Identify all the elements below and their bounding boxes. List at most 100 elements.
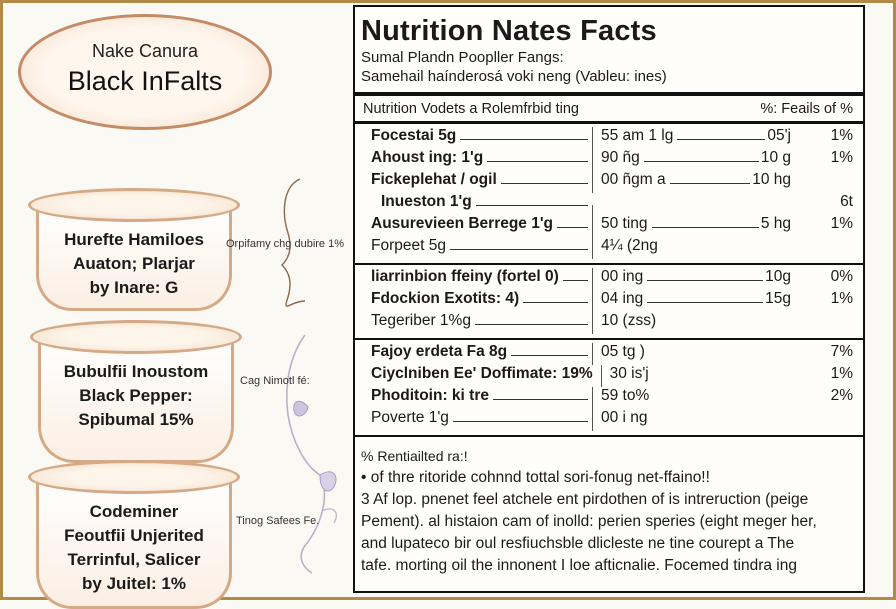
header-left: Nutrition Vodets a Rolemfrbid ting	[363, 101, 579, 117]
nutrient-name: Forpeet 5g	[371, 237, 446, 254]
footnotes: % Rentiailted ra:! • of thre ritoride co…	[355, 437, 863, 577]
leader-line	[449, 249, 588, 250]
bowl-body: Codeminer Feoutfii Unjerited Terrinful, …	[36, 478, 232, 609]
bowl-line: Black Pepper:	[79, 386, 193, 405]
amount-leader	[649, 355, 789, 356]
panel-header: Nutrition Vodets a Rolemfrbid ting %: Fe…	[355, 96, 863, 121]
amount-mid: 05'j	[767, 127, 791, 144]
amount-leader	[677, 139, 766, 140]
amount-leader	[647, 280, 764, 281]
footnote-line: • of thre ritoride cohnnd tottal sori-fo…	[361, 469, 710, 486]
nutrient-row: Fickeplehat / ogil 00 ñgm a 10 hg	[355, 171, 863, 193]
footnote-line: tafe. morting oil the innonent I loe aft…	[361, 557, 797, 574]
nutrient-name: liarrinbion ffeiny (fortel 0)	[371, 268, 559, 285]
amount-cell: 10 (zss)	[592, 312, 791, 334]
panel-title: Nutrition Nates Facts	[361, 15, 657, 47]
amount-leader	[653, 377, 791, 378]
amount-cell: 4¼ (2ng	[592, 237, 791, 259]
oval-line-1: Nake Canura	[91, 41, 199, 61]
connector-decoration	[281, 178, 337, 574]
nutrient-row: Tegeriber 1%g 10 (zss)	[355, 312, 863, 334]
mid-rule	[355, 121, 863, 124]
nutrient-name: Fickeplehat / ogil	[371, 171, 497, 188]
panel-subtitle-1: Sumal Plandn Poopller Fangs:	[361, 49, 564, 66]
leader-line	[500, 183, 588, 184]
amount-value: 55 am 1 lg	[601, 127, 674, 144]
daily-value-percent: 1%	[830, 365, 853, 382]
amount-mid: 5 hg	[760, 215, 791, 232]
nutrient-name: Focestai 5g	[371, 127, 457, 144]
footnote-line: Pement). al histaion cam of inolld: peri…	[361, 513, 817, 530]
amount-value: 10 (zss)	[601, 312, 657, 329]
leader-line	[562, 280, 588, 281]
bowl-line: Feoutfii Unjerited	[64, 526, 204, 545]
nutrient-row: Fajoy erdeta Fa 8g 05 tg ) 7%	[355, 343, 863, 365]
nutrient-name: Fdockion Exotits: 4)	[371, 290, 520, 307]
amount-cell: 59 to%	[592, 387, 791, 409]
side-label-3: Tinog Safees Fe.	[236, 515, 320, 527]
amount-value: 59 to%	[601, 387, 650, 404]
amount-mid: 10g	[765, 268, 791, 285]
amount-value: 00 ñgm a	[601, 171, 666, 188]
amount-cell: 00 ñgm a 10 hg	[592, 171, 791, 193]
bowl-2: Bubulfii Inoustom Black Pepper: Spibumal…	[30, 320, 242, 463]
bowl-rim	[30, 320, 242, 354]
daily-value-percent: 1%	[830, 149, 853, 166]
thick-rule	[355, 92, 863, 96]
leader-line	[523, 302, 588, 303]
bowl-rim	[28, 188, 240, 222]
amount-cell: 30 is'j	[600, 365, 794, 387]
footnote-line: % Rentiailted ra:!	[361, 448, 468, 464]
amount-cell: 00 i ng	[592, 409, 791, 431]
nutrient-name: Fajoy erdeta Fa 8g	[371, 343, 508, 360]
bowl-line: by Inare: G	[89, 278, 179, 297]
nutrient-row: Ahoust ing: 1'g 90 ñg 10 g 1%	[355, 149, 863, 171]
nutrient-row: Ciyclniben Ee' Doffimate: 19% 30 is'j 1%	[355, 365, 863, 387]
nutrient-name: Tegeriber 1%g	[371, 312, 471, 329]
nutrient-group: Fajoy erdeta Fa 8g 05 tg ) 7% Ciyclniben Ee…	[355, 340, 863, 437]
bowl-line: Hurefte Hamiloes	[64, 230, 204, 249]
amount-value: 30 is'j	[609, 365, 649, 382]
bowl-rim	[28, 460, 240, 494]
amount-value: 4¼ (2ng	[601, 237, 658, 254]
leader-line	[492, 399, 588, 400]
amount-value: 04 ing	[601, 290, 644, 307]
nutrient-row: Poverte 1'g 00 i ng	[355, 409, 863, 431]
amount-value: 00 i ng	[601, 409, 648, 426]
oval-line-2: Black InFalts	[67, 66, 223, 96]
daily-value-percent: 1%	[830, 290, 853, 307]
leader-line	[474, 324, 588, 325]
amount-mid: 10 hg	[752, 171, 791, 188]
amount-cell: 90 ñg 10 g	[592, 149, 791, 171]
amount-mid: 15g	[765, 290, 791, 307]
amount-value: 50 ting	[601, 215, 648, 232]
bowl-line: Codeminer	[89, 502, 179, 521]
leader-line	[557, 227, 588, 228]
leader-line	[487, 161, 588, 162]
amount-leader	[647, 302, 764, 303]
daily-value-percent: 6t	[840, 193, 853, 210]
nutrient-row: liarrinbion ffeiny (fortel 0) 00 ing 10g 0%	[355, 268, 863, 290]
amount-value: 90 ñg	[601, 149, 640, 166]
daily-value-percent: 1%	[830, 127, 853, 144]
nutrient-name: Ausurevieen Berrege 1'g	[371, 215, 554, 232]
daily-value-percent: 2%	[830, 387, 853, 404]
amount-cell: 50 ting 5 hg	[592, 215, 791, 237]
leader-line	[452, 421, 588, 422]
nutrition-panel: Nutrition Nates Facts Sumal Plandn Poopl…	[353, 5, 865, 593]
nutrient-name: Phoditoin: ki tre	[371, 387, 489, 404]
nutrient-row: Forpeet 5g 4¼ (2ng	[355, 237, 863, 259]
amount-leader	[651, 227, 759, 228]
nutrient-name: Ahoust ing: 1'g	[371, 149, 484, 166]
panel-subtitle-2: Samehail haínderosá voki neng (Vableu: i…	[361, 68, 667, 85]
nutrient-row: Phoditoin: ki tre 59 to% 2%	[355, 387, 863, 409]
footnote-line: 3 Af lop. pnenet feel atchele ent pirdot…	[361, 491, 809, 508]
daily-value-percent: 7%	[830, 343, 853, 360]
amount-value: 00 ing	[601, 268, 644, 285]
bowl-body: Hurefte Hamiloes Auaton; Plarjar by Inar…	[36, 206, 232, 311]
nutrient-row: Ausurevieen Berrege 1'g 50 ting 5 hg 1%	[355, 215, 863, 237]
amount-cell: 04 ing 15g	[592, 290, 791, 312]
footnote-line: and lupateco bir oul resfiuchsble dlicle…	[361, 535, 795, 552]
amount-leader	[605, 205, 789, 206]
amount-leader	[662, 249, 789, 250]
